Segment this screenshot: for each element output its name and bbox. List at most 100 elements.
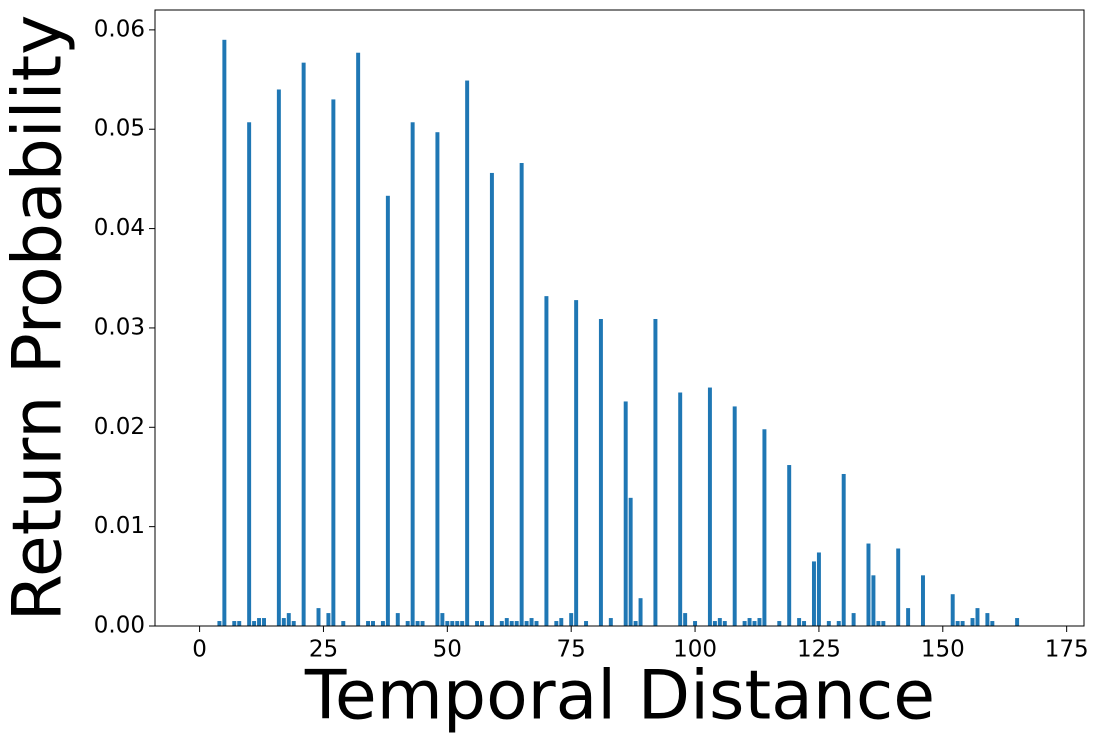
bar (247, 122, 252, 626)
bar (628, 497, 633, 626)
bar (395, 613, 400, 626)
bar (955, 621, 960, 626)
bar (742, 621, 747, 626)
bar (524, 621, 529, 626)
bar (598, 318, 603, 626)
bar (787, 465, 792, 626)
x-tick-label: 100 (673, 637, 717, 663)
bar (970, 618, 975, 626)
bar (623, 401, 628, 626)
y-tick-label: 0.00 (94, 613, 145, 639)
bar (385, 195, 390, 626)
bar (371, 621, 375, 626)
bar (504, 618, 509, 626)
bar (559, 618, 564, 626)
bar (584, 621, 589, 626)
bar (960, 621, 965, 626)
x-tick-label: 150 (921, 637, 965, 663)
bar (826, 621, 831, 626)
bar (851, 613, 856, 626)
bar (836, 621, 841, 626)
x-tick-label: 0 (192, 637, 207, 663)
bar (326, 613, 331, 626)
bar (638, 598, 643, 626)
bar (534, 621, 539, 626)
x-tick-label: 50 (433, 637, 462, 663)
y-axis-label: Return Probability (0, 15, 78, 622)
bar (316, 608, 321, 626)
bar (871, 575, 876, 626)
bar (420, 621, 425, 626)
bar (747, 618, 752, 626)
x-axis-label: Temporal Distance (304, 657, 935, 736)
bar (276, 89, 281, 626)
y-tick-label: 0.03 (94, 314, 145, 340)
bar (693, 621, 698, 626)
y-tick-label: 0.01 (94, 513, 145, 539)
bar (975, 608, 980, 626)
bar (950, 594, 955, 626)
bar (489, 172, 494, 626)
bar (435, 132, 440, 626)
bar (683, 613, 688, 626)
bar (529, 618, 534, 626)
bar (678, 392, 683, 626)
bar (445, 621, 450, 626)
bar (876, 621, 881, 626)
bar (405, 621, 410, 626)
bar (291, 621, 296, 626)
bar (519, 163, 524, 626)
bar (281, 618, 286, 626)
bar (732, 406, 737, 626)
bar (257, 618, 262, 626)
bar (217, 621, 222, 626)
bar (380, 621, 385, 626)
bar (237, 621, 242, 626)
bar (222, 39, 227, 626)
bar (286, 613, 291, 626)
bar (331, 99, 336, 626)
bar (802, 621, 807, 626)
y-tick-label: 0.04 (94, 215, 145, 241)
bar (480, 621, 484, 626)
bar (712, 621, 717, 626)
y-tick-label: 0.02 (94, 414, 145, 440)
bar (554, 621, 559, 626)
bar (440, 613, 445, 626)
bar (797, 618, 802, 626)
bar (460, 621, 465, 626)
x-tick-label: 25 (309, 637, 338, 663)
bar (450, 621, 455, 626)
bar (465, 80, 470, 627)
bar (896, 548, 901, 626)
bar (301, 62, 306, 626)
x-tick-label: 175 (1045, 637, 1089, 663)
bar (356, 52, 361, 626)
bar (544, 296, 549, 626)
bar (608, 618, 613, 626)
x-tick-label: 75 (557, 637, 586, 663)
bar (816, 552, 821, 626)
bar (722, 621, 727, 626)
bar (633, 621, 638, 626)
bar (985, 613, 990, 626)
bar (499, 621, 504, 626)
bar (475, 621, 480, 626)
bar (366, 621, 371, 626)
bar (410, 122, 415, 626)
bar (569, 613, 574, 626)
bar (252, 621, 257, 626)
bar (509, 621, 514, 626)
bar (841, 473, 846, 626)
bar (514, 621, 519, 626)
axes-frame (154, 9, 1085, 627)
bar (707, 387, 712, 626)
bar (341, 621, 346, 626)
y-tick-label: 0.06 (94, 16, 145, 42)
bar (906, 608, 911, 626)
bar (1015, 618, 1020, 626)
bar (262, 618, 266, 626)
bar (232, 621, 237, 626)
bar (762, 429, 767, 626)
